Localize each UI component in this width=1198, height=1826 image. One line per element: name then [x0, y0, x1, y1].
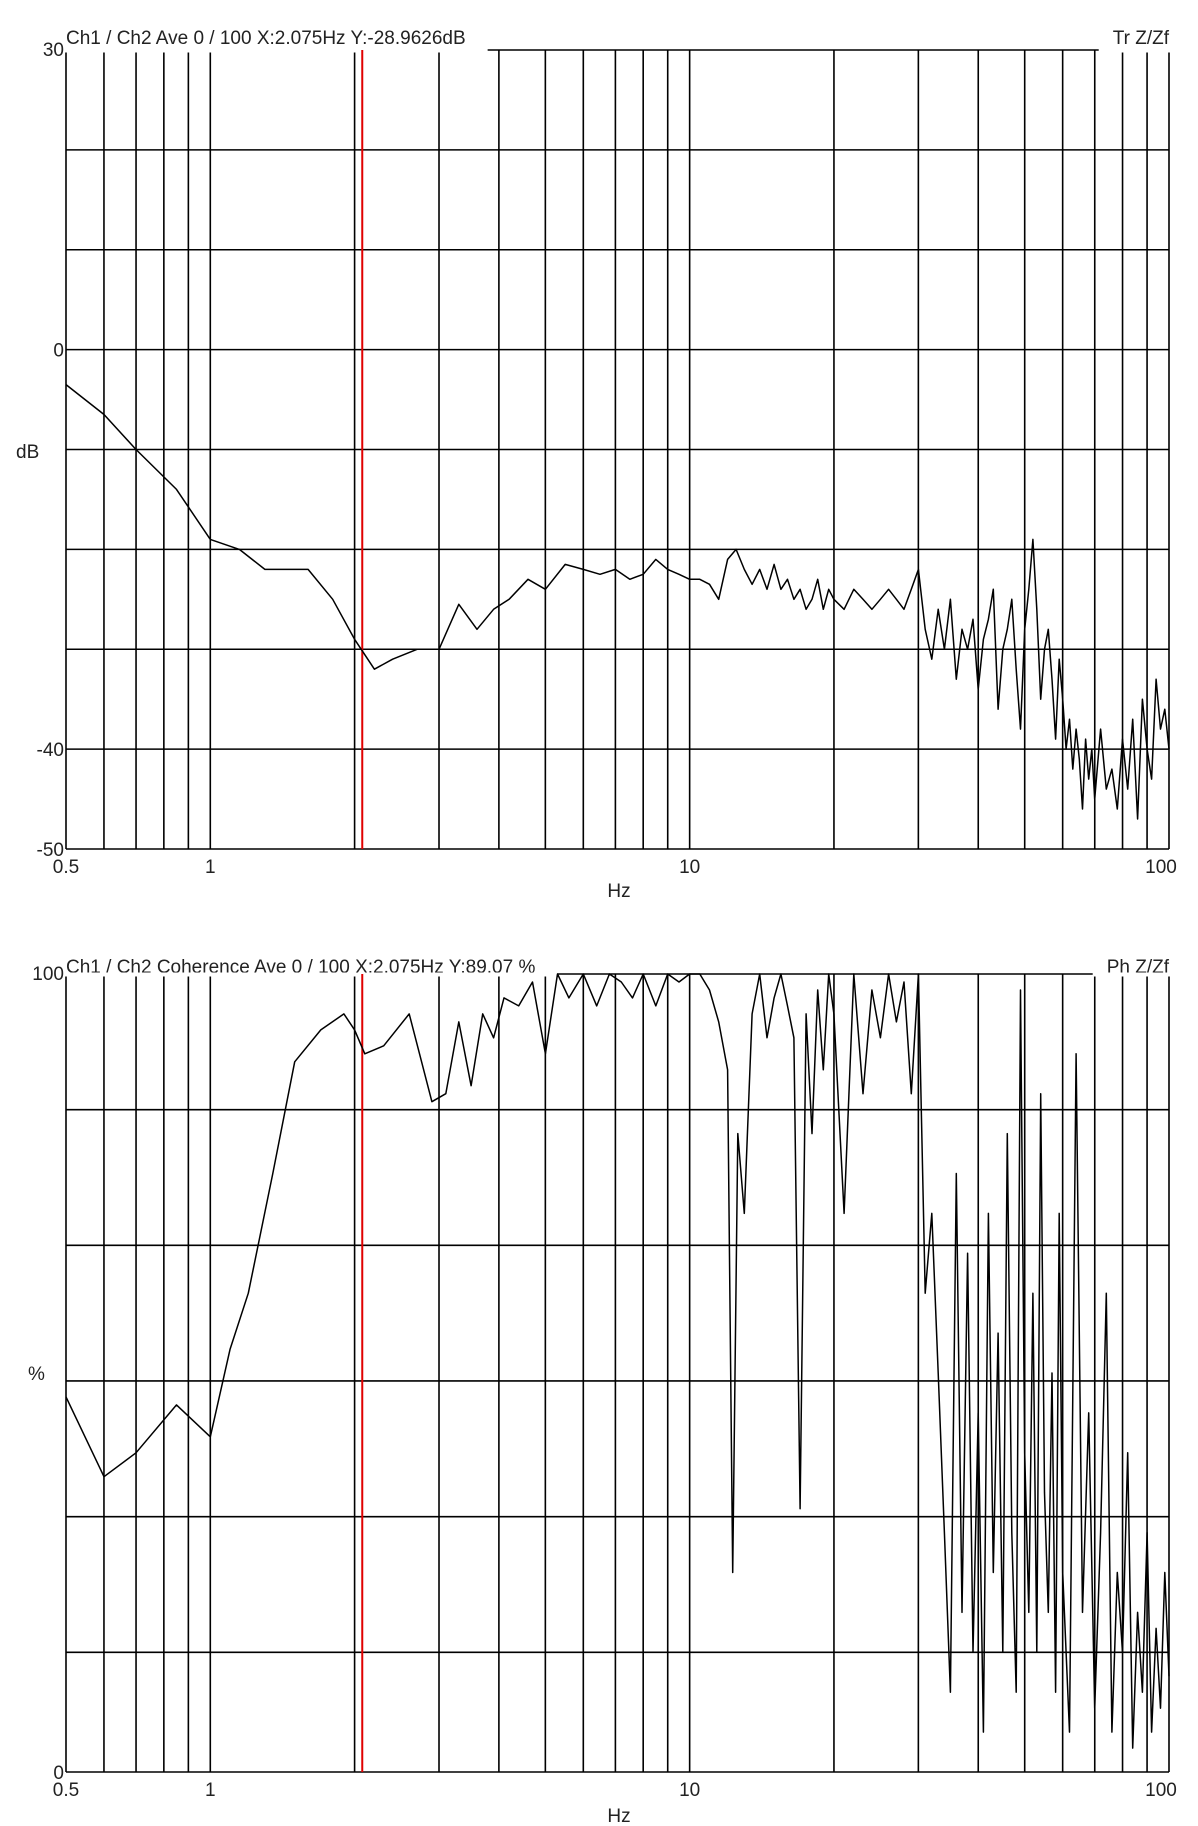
chart1-xlabel: Hz	[607, 881, 630, 902]
chart2-x-tick-label: 10	[679, 1780, 700, 1801]
chart1-corner-mask	[1098, 48, 1171, 53]
chart2-x-tick-label: 0.5	[53, 1780, 79, 1801]
chart2-x-tick-label: 1	[205, 1780, 216, 1801]
chart2-series-line	[65, 973, 1170, 1749]
chart1-x-tick-label: 1	[205, 857, 216, 878]
chart1-header-mask	[64, 48, 488, 53]
chart2-plot-area: 100 00.5 1 10 100	[32, 964, 1177, 1801]
chart1-ylabel: dB	[16, 442, 39, 463]
chart1-y-tick-label: -50	[37, 840, 64, 861]
chart2-corner-mask	[1092, 972, 1171, 977]
chart1-series-line	[65, 384, 1170, 820]
chart1-x-tick-label: 100	[1145, 857, 1177, 878]
chart2-xlabel: Hz	[607, 1806, 630, 1826]
chart2-y-tick-label: 0	[53, 1763, 64, 1784]
chart1-plot-area: 30 0 -40 -500.5 1 10 100	[37, 40, 1177, 878]
chart1-y-tick-label: 0	[53, 341, 64, 362]
chart1-y-tick-label: -40	[37, 740, 64, 761]
chart2-x-tick-label: 100	[1145, 1780, 1177, 1801]
chart1-x-tick-label: 0.5	[53, 857, 79, 878]
chart2-y-tick-label: 100	[32, 964, 64, 985]
chart2-header-mask	[64, 972, 558, 977]
chart1-corner-label: Tr Z/Zf	[1113, 28, 1170, 49]
chart1-header: Ch1 / Ch2 Ave 0 / 100 X:2.075Hz Y:-28.96…	[66, 28, 466, 49]
chart1-x-tick-label: 10	[679, 857, 700, 878]
chart2-ylabel: %	[28, 1364, 45, 1385]
chart1-y-tick-label: 30	[43, 40, 64, 61]
